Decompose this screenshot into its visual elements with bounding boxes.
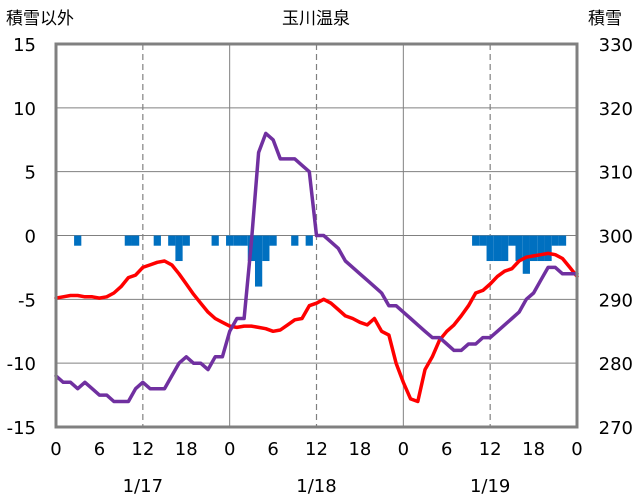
right-tick-label: 290 [599,290,633,311]
right-tick-label: 320 [599,99,633,120]
precipitation-bar [291,235,299,246]
series-lines [54,131,579,404]
precipitation-bar [501,235,509,262]
precipitation-bar [544,235,552,262]
left-tick-label: 0 [25,227,36,248]
precipitation-bar [551,235,559,246]
precipitation-bar [493,235,502,262]
precipitation-bar [262,235,270,262]
precipitation-bar [522,235,530,274]
precipitation-bar [537,235,545,262]
date-label: 1/17 [123,476,163,497]
chart-title: 玉川温泉 [282,9,350,29]
left-axis-label: 積雪以外 [6,9,74,29]
left-tick-label: 10 [13,99,36,120]
x-tick-labels: 0 6 12 18 0 6 12 18 0 6 12 18 0 [50,439,582,460]
x-tick-label: 12 [131,439,154,460]
precipitation-bars [74,235,567,287]
x-tick-label: 18 [348,439,371,460]
precipitation-bar [175,235,183,262]
x-tick-label: 0 [571,439,582,460]
precipitation-bar [305,235,313,246]
precipitation-bar [153,235,161,246]
precipitation-bar [515,235,523,262]
precipitation-bar [182,235,190,246]
precipitation-bar [508,235,516,246]
right-tick-label: 300 [599,227,633,248]
x-tick-label: 6 [94,439,105,460]
right-tick-labels: 330 320 310 300 290 280 270 [599,35,633,439]
left-tick-label: -5 [18,290,36,311]
x-tick-label: 18 [175,439,198,460]
precipitation-bar [124,235,132,246]
precipitation-bar [479,235,487,246]
right-tick-label: 270 [599,418,633,439]
x-tick-label: 0 [224,439,235,460]
date-labels: 1/17 1/18 1/19 [123,476,511,497]
precipitation-bar [168,235,176,246]
x-tick-label: 0 [50,439,61,460]
x-tick-label: 12 [479,439,502,460]
left-tick-label: -10 [7,354,36,375]
precipitation-bar [211,235,219,246]
x-tick-label: 6 [441,439,452,460]
precipitation-bar [240,235,248,246]
left-tick-labels: 15 10 5 0 -5 -10 -15 [7,35,36,439]
precipitation-bar [74,235,82,246]
right-tick-label: 330 [599,35,633,56]
precipitation-bar [472,235,480,246]
x-tick-label: 0 [398,439,409,460]
precipitation-bar [558,235,567,246]
right-axis-label: 積雪 [588,9,622,29]
precipitation-bar [131,235,140,246]
plot-area-border [54,42,579,429]
x-tick-label: 12 [305,439,328,460]
left-tick-label: 5 [25,163,36,184]
precipitation-bar [226,235,234,246]
precipitation-bar [486,235,494,262]
snow-depth-line [54,131,579,404]
left-tick-label: 15 [13,35,36,56]
date-label: 1/19 [470,476,510,497]
left-tick-label: -15 [7,418,36,439]
x-tick-label: 18 [522,439,545,460]
right-tick-label: 310 [599,163,633,184]
temperature-line [54,251,579,404]
date-label: 1/18 [296,476,336,497]
precipitation-bar [529,235,538,262]
right-tick-label: 280 [599,354,633,375]
precipitation-bar [269,235,277,246]
x-tick-label: 6 [267,439,278,460]
precipitation-bar [233,235,241,246]
precipitation-bar [254,235,263,287]
